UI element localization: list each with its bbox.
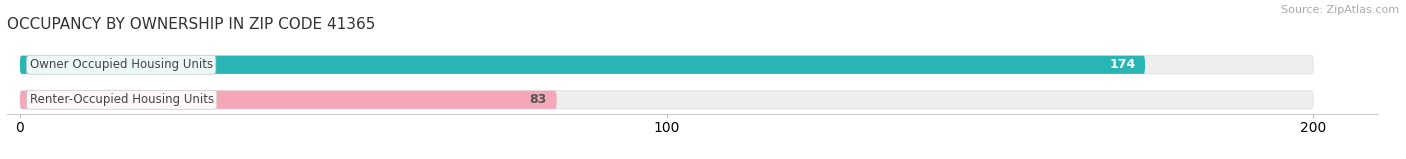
Text: 174: 174 — [1109, 58, 1136, 71]
Text: 83: 83 — [530, 93, 547, 106]
FancyBboxPatch shape — [20, 56, 1313, 74]
FancyBboxPatch shape — [20, 91, 1313, 109]
FancyBboxPatch shape — [20, 91, 557, 109]
Text: OCCUPANCY BY OWNERSHIP IN ZIP CODE 41365: OCCUPANCY BY OWNERSHIP IN ZIP CODE 41365 — [7, 17, 375, 32]
Text: Source: ZipAtlas.com: Source: ZipAtlas.com — [1281, 5, 1399, 15]
Text: Owner Occupied Housing Units: Owner Occupied Housing Units — [30, 58, 212, 71]
Text: Renter-Occupied Housing Units: Renter-Occupied Housing Units — [30, 93, 214, 106]
FancyBboxPatch shape — [20, 56, 1144, 74]
